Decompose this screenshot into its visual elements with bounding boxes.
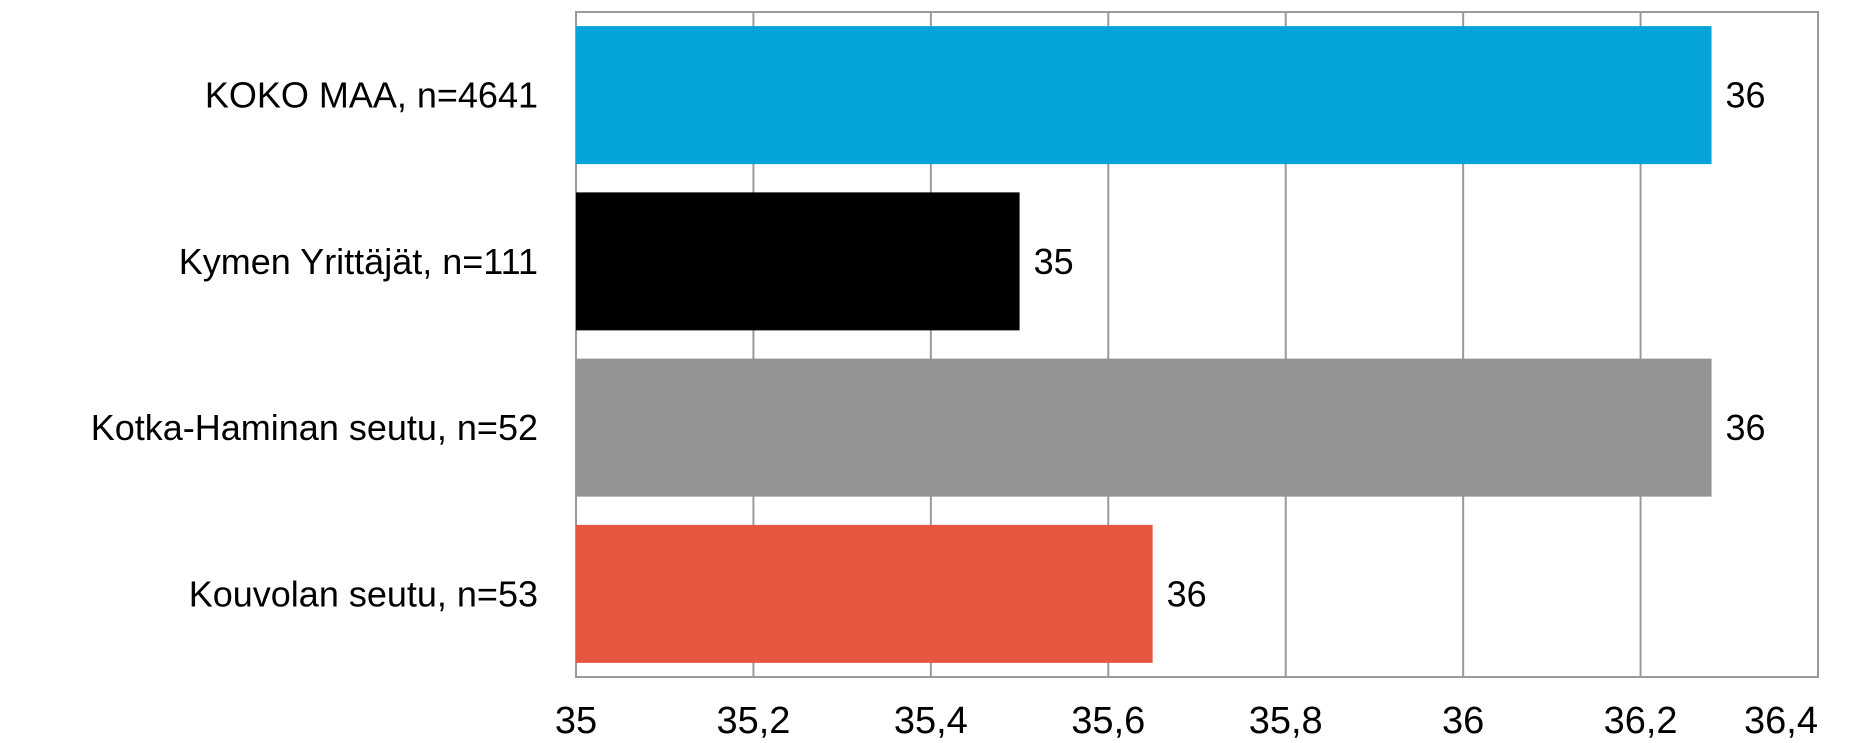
data-labels: 36 35 36 36 [1034,75,1766,615]
x-tick-label: 35 [555,700,597,742]
data-label: 35 [1034,241,1074,282]
x-tick-label: 36 [1442,700,1484,742]
x-tick-label: 35,8 [1249,700,1323,742]
bars-group [576,26,1712,663]
bar [576,26,1712,165]
bar [576,524,1153,663]
x-tick-label: 36,4 [1744,700,1818,742]
category-labels: KOKO MAA, n=4641 Kymen Yrittäjät, n=111 Ko… [91,75,538,615]
category-label: Kymen Yrittäjät, n=111 [179,241,538,282]
category-label: KOKO MAA, n=4641 [205,75,538,116]
x-tick-label: 35,4 [894,700,968,742]
data-label: 36 [1726,407,1766,448]
x-tick-label: 36,2 [1604,700,1678,742]
x-tick-label: 35,2 [716,700,790,742]
data-label: 36 [1167,573,1207,614]
x-axis-tick-labels: 35 35,2 35,4 35,6 35,8 36 36,2 36,4 [555,700,1818,742]
category-label: Kotka-Haminan seutu, n=52 [91,407,538,448]
plot-area-frame [575,11,1819,678]
bar [576,358,1712,497]
category-label: Kouvolan seutu, n=53 [189,573,538,614]
bar [576,192,1020,331]
x-tick-label: 35,6 [1071,700,1145,742]
data-label: 36 [1726,75,1766,116]
